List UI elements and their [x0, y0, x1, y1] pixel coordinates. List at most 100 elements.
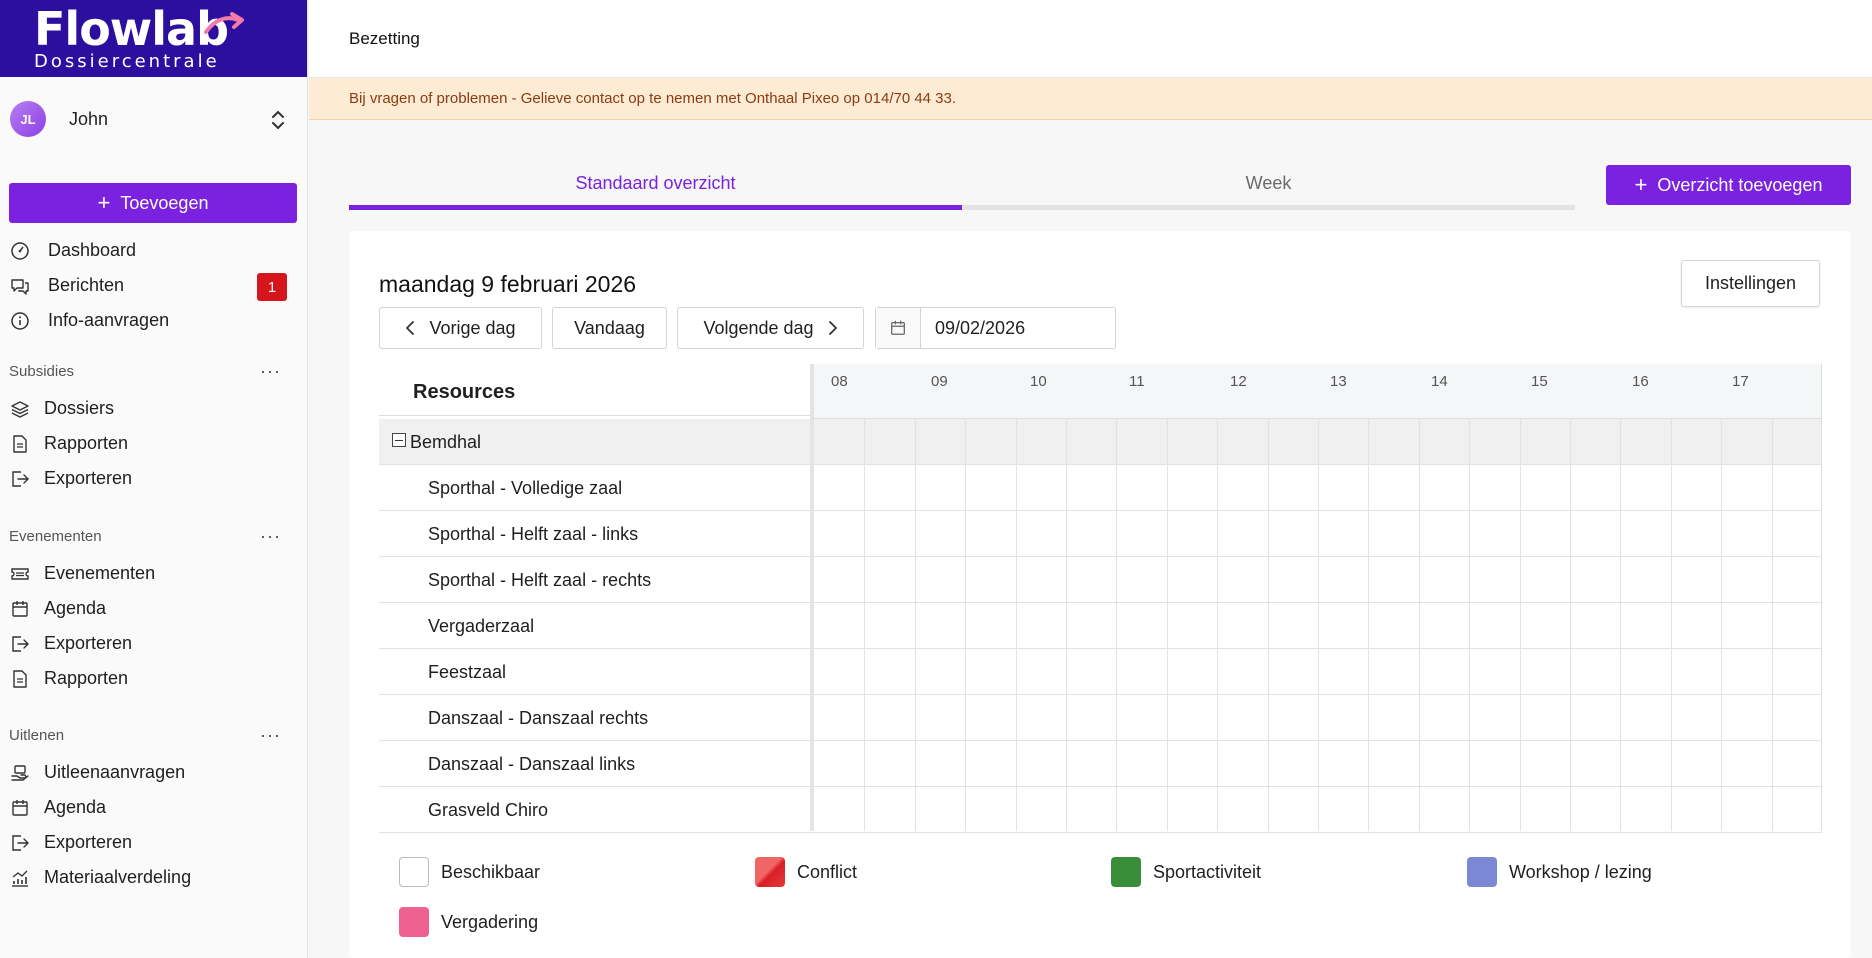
legend: Beschikbaar Conflict Sportactiviteit Wor…	[399, 857, 1799, 947]
sidebar-item-exporteren[interactable]: Exporteren	[0, 626, 307, 661]
legend-label: Workshop / lezing	[1509, 861, 1652, 882]
document-icon	[13, 669, 27, 688]
resource-name: Danszaal - Danszaal rechts	[428, 708, 649, 728]
hour-label: 08	[831, 373, 848, 390]
legend-label: Conflict	[797, 861, 858, 882]
sidebar-item-dossiers[interactable]: Dossiers	[0, 391, 307, 426]
brand-subtitle: Dossiercentrale	[34, 51, 220, 72]
schedule-card: maandag 9 februari 2026 Instellingen Vor…	[349, 231, 1851, 958]
resource-row[interactable]: Grasveld Chiro	[379, 787, 1822, 833]
legend-label: Beschikbaar	[441, 861, 541, 882]
sidebar-item-dashboard[interactable]: Dashboard	[0, 233, 307, 268]
calendar-icon	[12, 600, 28, 617]
sidebar-item-agenda[interactable]: Agenda	[0, 790, 307, 825]
add-overview-label: Overzicht toevoegen	[1657, 174, 1823, 195]
legend-label: Sportactiviteit	[1153, 861, 1262, 882]
user-name: John	[69, 108, 109, 129]
add-overview-button[interactable]: + Overzicht toevoegen	[1606, 165, 1851, 205]
sidebar-item-berichten[interactable]: Berichten 1	[0, 268, 307, 303]
brand-logo[interactable]: Flowlab Dossiercentrale	[0, 0, 307, 77]
brand-name: Flowlab	[34, 2, 229, 56]
column-splitter[interactable]	[810, 364, 814, 831]
sidebar-item-label: Exporteren	[44, 633, 133, 653]
resource-row[interactable]: Sporthal - Helft zaal - links	[379, 511, 1822, 557]
sidebar-item-rapporten[interactable]: Rapporten	[0, 426, 307, 461]
settings-button[interactable]: Instellingen	[1681, 260, 1820, 307]
resource-name: Feestzaal	[428, 662, 507, 682]
section-title: Uitlenen	[9, 726, 65, 744]
more-icon[interactable]: ···	[260, 361, 281, 381]
export-icon	[12, 635, 29, 652]
next-day-label: Volgende dag	[703, 317, 814, 338]
legend-swatch	[755, 857, 785, 887]
layers-icon	[11, 400, 29, 418]
resource-name: Sporthal - Helft zaal - rechts	[428, 570, 652, 590]
legend-item: Beschikbaar	[399, 857, 540, 887]
resource-name: Danszaal - Danszaal links	[428, 754, 636, 774]
previous-day-label: Vorige dag	[429, 317, 516, 338]
add-button[interactable]: + Toevoegen	[9, 183, 297, 223]
messages-icon	[11, 278, 29, 295]
contact-notice: Bij vragen of problemen - Gelieve contac…	[309, 78, 1872, 120]
section-uitlenen: Uitlenen ···	[0, 715, 307, 755]
sidebar-item-label: Berichten	[48, 275, 125, 295]
add-button-label: Toevoegen	[120, 192, 209, 213]
resource-group-row[interactable]: Bemdhal	[379, 419, 1822, 465]
sidebar-item-exporteren[interactable]: Exporteren	[0, 461, 307, 496]
sidebar-item-agenda[interactable]: Agenda	[0, 591, 307, 626]
plus-icon: +	[1634, 172, 1648, 197]
next-day-button[interactable]: Volgende dag	[677, 307, 864, 349]
hour-label: 14	[1431, 373, 1448, 390]
calendar-icon[interactable]	[876, 308, 921, 348]
sidebar-item-info-aanvragen[interactable]: Info-aanvragen	[0, 303, 307, 338]
chart-icon	[12, 870, 28, 887]
dashboard-icon	[11, 241, 29, 260]
plus-icon: +	[97, 190, 111, 215]
resource-row[interactable]: Vergaderzaal	[379, 603, 1822, 649]
sidebar-item-label: Uitleenaanvragen	[44, 762, 186, 782]
resource-group-name: Bemdhal	[410, 432, 482, 452]
chevron-right-icon	[828, 321, 837, 335]
resource-row[interactable]: Feestzaal	[379, 649, 1822, 695]
legend-item: Conflict	[755, 857, 857, 887]
more-icon[interactable]: ···	[260, 725, 281, 745]
sidebar-item-evenementen[interactable]: Evenementen	[0, 556, 307, 591]
legend-label: Vergadering	[441, 911, 539, 932]
sidebar: Flowlab Dossiercentrale JL John + Toevoe…	[0, 0, 308, 958]
hour-label: 13	[1330, 373, 1347, 390]
previous-day-button[interactable]: Vorige dag	[379, 307, 542, 349]
more-icon[interactable]: ···	[260, 526, 281, 546]
sidebar-item-label: Agenda	[44, 598, 107, 618]
sidebar-item-exporteren[interactable]: Exporteren	[0, 825, 307, 860]
sidebar-item-rapporten[interactable]: Rapporten	[0, 661, 307, 696]
user-switcher[interactable]: JL John	[0, 77, 307, 161]
sidebar-item-materiaalverdeling[interactable]: Materiaalverdeling	[0, 860, 307, 895]
collapse-icon[interactable]	[392, 433, 406, 447]
legend-item: Vergadering	[399, 907, 538, 937]
section-title: Evenementen	[9, 527, 102, 545]
tab-week[interactable]: Week	[962, 165, 1575, 210]
section-subsidies: Subsidies ···	[0, 351, 307, 391]
hour-label: 17	[1732, 373, 1749, 390]
resource-row[interactable]: Sporthal - Volledige zaal	[379, 465, 1822, 511]
hour-label: 12	[1230, 373, 1247, 390]
resource-schedule: Resources 08 09 10 11 12 13 14 15 16 17 …	[379, 364, 1822, 833]
hour-label: 10	[1030, 373, 1047, 390]
legend-swatch	[399, 857, 429, 887]
tab-standaard-overzicht[interactable]: Standaard overzicht	[349, 165, 962, 210]
resource-row[interactable]: Danszaal - Danszaal rechts	[379, 695, 1822, 741]
avatar: JL	[10, 101, 46, 137]
resource-row[interactable]: Danszaal - Danszaal links	[379, 741, 1822, 787]
resource-row[interactable]: Sporthal - Helft zaal - rechts	[379, 557, 1822, 603]
legend-item: Workshop / lezing	[1467, 857, 1652, 887]
export-icon	[12, 834, 29, 851]
hour-label: 16	[1632, 373, 1649, 390]
chevron-up-down-icon[interactable]	[269, 108, 287, 132]
today-button[interactable]: Vandaag	[552, 307, 667, 349]
date-input[interactable]	[921, 308, 1111, 348]
date-picker[interactable]	[875, 307, 1116, 349]
resource-name: Grasveld Chiro	[428, 800, 549, 820]
page-title: Bezetting	[349, 29, 420, 48]
sidebar-item-label: Agenda	[44, 797, 107, 817]
sidebar-item-uitleenaanvragen[interactable]: Uitleenaanvragen	[0, 755, 307, 790]
